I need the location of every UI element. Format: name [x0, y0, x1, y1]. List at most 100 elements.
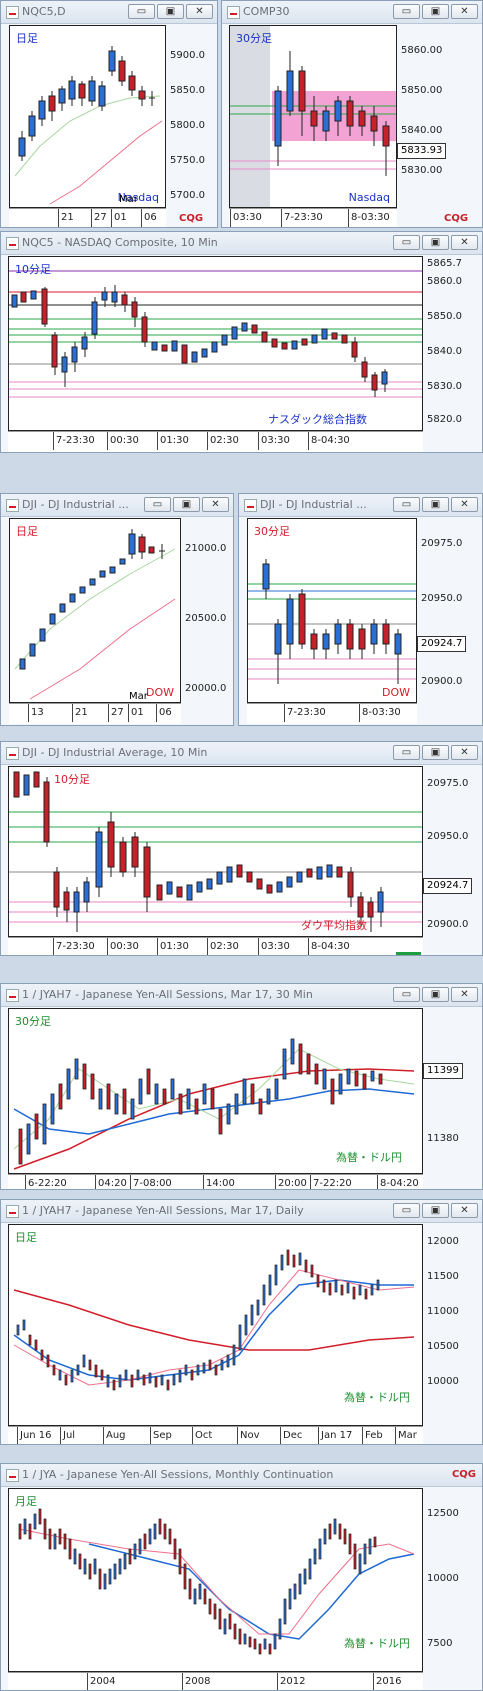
restore-button[interactable]: ▣: [422, 235, 449, 250]
chart-window-jya-monthly[interactable]: 1 / JYA - Japanese Yen-All Sessions, Mon…: [0, 1463, 483, 1691]
close-button[interactable]: ✕: [451, 1203, 478, 1218]
price-tick: 7500: [427, 1638, 453, 1649]
chart-svg: [230, 26, 396, 207]
restore-button[interactable]: ▣: [422, 987, 449, 1002]
minimize-button[interactable]: ▭: [393, 987, 420, 1002]
title-bar[interactable]: DJI - DJ Industrial Average, 10 Min ▭ ▣ …: [1, 742, 482, 765]
minimize-button[interactable]: ▭: [393, 1203, 420, 1218]
minimize-button[interactable]: ▭: [393, 745, 420, 760]
time-axis[interactable]: 7-23:30 00:30 01:30 02:30 03:30 8-04:30: [8, 937, 423, 955]
close-button[interactable]: ✕: [451, 235, 478, 250]
restore-button[interactable]: ▣: [422, 745, 449, 760]
price-tick: 20900.0: [427, 919, 469, 930]
app-icon: [6, 6, 19, 19]
timeframe-label: 30分足: [236, 32, 272, 45]
chart-plot[interactable]: 30分足 為替・ドル円: [8, 1008, 423, 1174]
price-axis[interactable]: 5900.0 5850.0 5800.0 5750.0 5700.0: [166, 25, 217, 208]
month-sublabel: Mar: [129, 691, 148, 702]
price-axis[interactable]: 12000 11500 11000 10500 10000: [423, 1224, 482, 1426]
restore-button[interactable]: ▣: [422, 497, 449, 512]
title-bar[interactable]: 1 / JYAH7 - Japanese Yen-All Sessions, M…: [1, 984, 482, 1007]
candles: [16, 1249, 380, 1391]
time-axis[interactable]: 13 21 27 01 06: [9, 703, 181, 724]
price-tick: 10500: [427, 1341, 459, 1352]
title-bar[interactable]: 1 / JYA - Japanese Yen-All Sessions, Mon…: [1, 1464, 482, 1487]
time-tick: Aug: [103, 1427, 126, 1444]
chart-window-nqc5-10min[interactable]: NQC5 - NASDAQ Composite, 10 Min ▭ ▣ ✕: [0, 231, 483, 453]
instrument-label: 為替・ドル円: [336, 1151, 402, 1164]
time-axis[interactable]: 6-22:20 04:20 7-08:00 14:00 20:00 7-22:2…: [8, 1174, 423, 1189]
chart-window-nqc5-daily[interactable]: NQC5,D ▭ ▣ ✕: [0, 0, 218, 228]
minimize-button[interactable]: ▭: [144, 497, 171, 512]
cqg-logo: CQG: [452, 1469, 476, 1480]
time-axis[interactable]: 21 27 01 06: [9, 208, 166, 227]
time-tick: 7-23:30: [53, 938, 95, 955]
window-title: DJI - DJ Industrial ...: [22, 498, 129, 511]
restore-button[interactable]: ▣: [422, 1203, 449, 1218]
chart-window-dji-daily[interactable]: DJI - DJ Industrial ... ▭ ▣ ✕: [0, 493, 234, 726]
last-price-box: 11399: [423, 1063, 463, 1079]
title-bar[interactable]: NQC5 - NASDAQ Composite, 10 Min ▭ ▣ ✕: [1, 232, 482, 255]
chart-plot[interactable]: 30分足 Nasdaq: [229, 25, 397, 208]
time-axis[interactable]: 03:30 7-23:30 8-03:30: [229, 208, 397, 227]
title-bar[interactable]: 1 / JYAH7 - Japanese Yen-All Sessions, M…: [1, 1200, 482, 1223]
price-axis[interactable]: 21000.0 20500.0 20000.0: [181, 518, 233, 703]
time-tick: 02:30: [207, 938, 239, 955]
chart-window-comp30[interactable]: COMP30 ▭ ▣ ✕: [221, 0, 483, 228]
close-button[interactable]: ✕: [451, 987, 478, 1002]
restore-button[interactable]: ▣: [173, 497, 200, 512]
price-tick: 5860.00: [401, 45, 443, 56]
time-tick: 7-08:00: [130, 1175, 172, 1189]
close-button[interactable]: ✕: [186, 4, 213, 19]
title-bar[interactable]: NQC5,D ▭ ▣ ✕: [1, 1, 217, 24]
price-tick: 20500.0: [185, 613, 227, 624]
close-button[interactable]: ✕: [451, 497, 478, 512]
price-axis[interactable]: 5860.00 5850.00 5840.00 5830.00 5833.93: [397, 25, 482, 208]
restore-button[interactable]: ▣: [157, 4, 184, 19]
brand-text: CQG: [451, 1469, 476, 1480]
chart-plot[interactable]: 日足 DOW: [9, 518, 181, 703]
chart-window-dji-10min[interactable]: DJI - DJ Industrial Average, 10 Min ▭ ▣ …: [0, 741, 483, 956]
chart-window-jyah7-30min[interactable]: 1 / JYAH7 - Japanese Yen-All Sessions, M…: [0, 983, 483, 1190]
time-tick: 21: [58, 209, 74, 227]
price-tick: 11000: [427, 1306, 459, 1317]
time-axis[interactable]: 7-23:30 00:30 01:30 02:30 03:30 8-04:30: [8, 431, 423, 452]
price-axis[interactable]: 11399 11380: [423, 1008, 482, 1174]
title-bar[interactable]: DJI - DJ Industrial ... ▭ ▣ ✕: [1, 494, 233, 517]
close-button[interactable]: ✕: [451, 4, 478, 19]
price-axis[interactable]: 12500 10000 7500: [423, 1488, 482, 1672]
price-tick: 5860.0: [427, 276, 462, 287]
close-button[interactable]: ✕: [202, 497, 229, 512]
restore-button[interactable]: ▣: [422, 4, 449, 19]
app-icon: [6, 499, 19, 512]
price-axis[interactable]: 20975.0 20950.0 20924.7 20900.0: [423, 766, 482, 937]
chart-plot[interactable]: 日足 Nasdaq: [9, 25, 166, 208]
price-axis[interactable]: 5865.7 5860.0 5850.0 5840.0 5830.0 5820.…: [423, 256, 482, 431]
instrument-label: DOW: [381, 686, 410, 699]
time-tick: 20:00: [275, 1175, 307, 1189]
time-tick: 21: [72, 704, 88, 722]
close-button[interactable]: ✕: [451, 745, 478, 760]
title-bar[interactable]: DJI - DJ Industrial ... ▭ ▣ ✕: [239, 494, 482, 517]
time-axis[interactable]: Jun 16 Jul Aug Sep Oct Nov Dec Jan 17 Fe…: [8, 1426, 423, 1444]
time-tick: 7-23:30: [284, 704, 326, 722]
minimize-button[interactable]: ▭: [393, 235, 420, 250]
chart-plot[interactable]: 日足 為替・ドル円: [8, 1224, 423, 1426]
app-icon: [227, 6, 240, 19]
minimize-button[interactable]: ▭: [393, 497, 420, 512]
time-tick: 04:20: [95, 1175, 127, 1189]
chart-plot[interactable]: 30分足 DOW: [247, 518, 417, 703]
chart-plot[interactable]: 月足 為替・ドル円: [8, 1488, 423, 1672]
minimize-button[interactable]: ▭: [128, 4, 155, 19]
price-axis[interactable]: 20975.0 20950.0 20924.7 20900.0: [417, 518, 482, 703]
time-axis[interactable]: 2004 2008 2012 2016: [8, 1672, 423, 1690]
minimize-button[interactable]: ▭: [393, 4, 420, 19]
price-tick: 20975.0: [421, 538, 463, 549]
title-bar[interactable]: COMP30 ▭ ▣ ✕: [222, 1, 482, 24]
chart-window-jyah7-daily[interactable]: 1 / JYAH7 - Japanese Yen-All Sessions, M…: [0, 1199, 483, 1445]
chart-window-dji-30min[interactable]: DJI - DJ Industrial ... ▭ ▣ ✕: [238, 493, 483, 726]
time-tick: 13: [28, 704, 44, 722]
chart-plot[interactable]: 10分足 ナスダック総合指数: [8, 256, 423, 431]
time-axis[interactable]: 7-23:30 8-03:30: [247, 703, 417, 724]
chart-plot[interactable]: 10分足 ダウ平均指数: [8, 766, 423, 937]
